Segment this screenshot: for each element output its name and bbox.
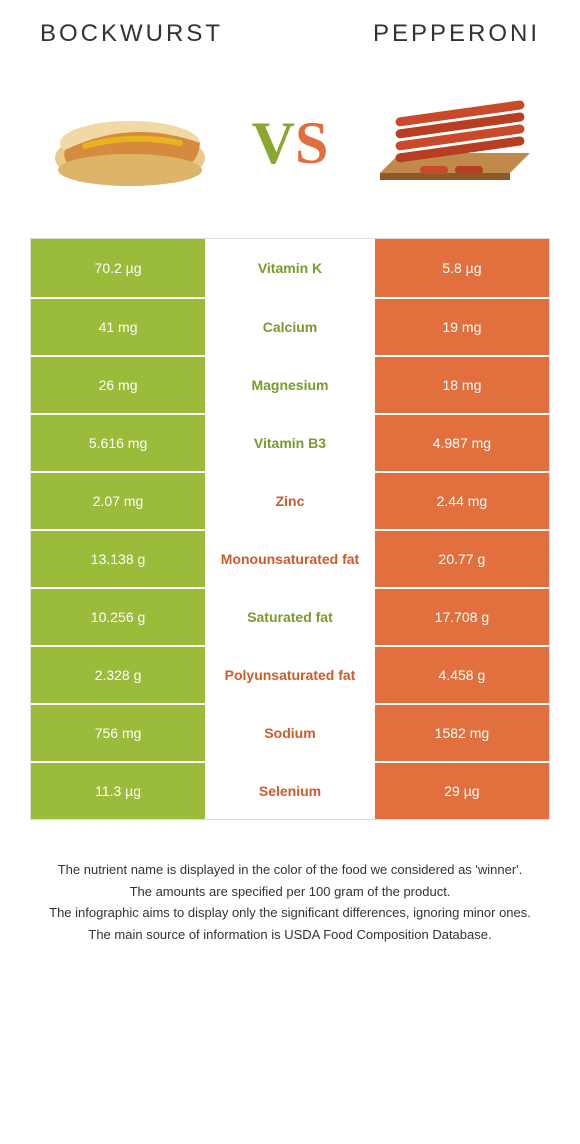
right-value-cell: 29 µg (373, 763, 549, 819)
left-value-cell: 756 mg (31, 705, 207, 761)
nutrient-row: 2.07 mgZinc2.44 mg (31, 471, 549, 529)
right-value-cell: 2.44 mg (373, 473, 549, 529)
footer-line-4: The main source of information is USDA F… (40, 925, 540, 945)
header: BOCKWURST PEPPERONI (30, 20, 550, 48)
footer-notes: The nutrient name is displayed in the co… (30, 860, 550, 944)
nutrient-row: 5.616 mgVitamin B34.987 mg (31, 413, 549, 471)
footer-line-3: The infographic aims to display only the… (40, 903, 540, 923)
right-food-title: PEPPERONI (373, 20, 540, 48)
left-value-cell: 10.256 g (31, 589, 207, 645)
nutrient-row: 10.256 gSaturated fat17.708 g (31, 587, 549, 645)
left-value-cell: 70.2 µg (31, 239, 207, 297)
nutrient-table: 70.2 µgVitamin K5.8 µg41 mgCalcium19 mg2… (30, 238, 550, 820)
vs-s: S (295, 110, 328, 176)
right-value-cell: 17.708 g (373, 589, 549, 645)
nutrient-name-cell: Zinc (207, 473, 373, 529)
left-value-cell: 11.3 µg (31, 763, 207, 819)
pepperoni-icon (360, 88, 540, 198)
nutrient-name-cell: Selenium (207, 763, 373, 819)
left-value-cell: 26 mg (31, 357, 207, 413)
left-value-cell: 13.138 g (31, 531, 207, 587)
nutrient-name-cell: Calcium (207, 299, 373, 355)
nutrient-name-cell: Polyunsaturated fat (207, 647, 373, 703)
infographic-container: BOCKWURST PEPPERONI VS (0, 0, 580, 966)
left-value-cell: 41 mg (31, 299, 207, 355)
left-value-cell: 5.616 mg (31, 415, 207, 471)
nutrient-row: 11.3 µgSelenium29 µg (31, 761, 549, 819)
nutrient-name-cell: Sodium (207, 705, 373, 761)
images-row: VS (30, 78, 550, 208)
nutrient-row: 2.328 gPolyunsaturated fat4.458 g (31, 645, 549, 703)
bockwurst-image (40, 88, 220, 198)
left-value-cell: 2.328 g (31, 647, 207, 703)
nutrient-name-cell: Saturated fat (207, 589, 373, 645)
right-value-cell: 5.8 µg (373, 239, 549, 297)
vs-label: VS (252, 109, 329, 178)
right-value-cell: 19 mg (373, 299, 549, 355)
nutrient-name-cell: Monounsaturated fat (207, 531, 373, 587)
nutrient-row: 70.2 µgVitamin K5.8 µg (31, 239, 549, 297)
right-value-cell: 4.987 mg (373, 415, 549, 471)
nutrient-row: 756 mgSodium1582 mg (31, 703, 549, 761)
nutrient-row: 41 mgCalcium19 mg (31, 297, 549, 355)
nutrient-name-cell: Vitamin B3 (207, 415, 373, 471)
nutrient-name-cell: Vitamin K (207, 239, 373, 297)
right-value-cell: 4.458 g (373, 647, 549, 703)
footer-line-1: The nutrient name is displayed in the co… (40, 860, 540, 880)
vs-v: V (252, 110, 295, 176)
right-value-cell: 18 mg (373, 357, 549, 413)
bockwurst-icon (40, 88, 220, 198)
right-value-cell: 20.77 g (373, 531, 549, 587)
nutrient-name-cell: Magnesium (207, 357, 373, 413)
right-value-cell: 1582 mg (373, 705, 549, 761)
nutrient-row: 13.138 gMonounsaturated fat20.77 g (31, 529, 549, 587)
left-value-cell: 2.07 mg (31, 473, 207, 529)
nutrient-row: 26 mgMagnesium18 mg (31, 355, 549, 413)
footer-line-2: The amounts are specified per 100 gram o… (40, 882, 540, 902)
pepperoni-image (360, 88, 540, 198)
left-food-title: BOCKWURST (40, 20, 223, 48)
